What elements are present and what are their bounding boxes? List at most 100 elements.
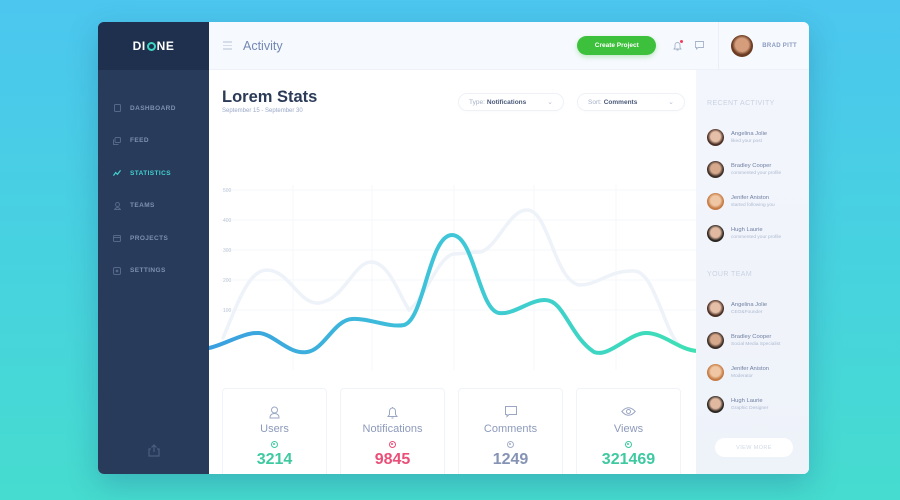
primary-series-line [209,232,697,355]
type-filter-value: Notifications [486,98,527,106]
brand-logo[interactable]: DI NE [98,22,209,70]
card-value: 9845 [374,451,411,468]
stat-card-notifications[interactable]: Notifications 9845 [340,388,445,474]
view-more-button[interactable]: VIEW MORE [715,438,793,457]
sort-filter-value: Comments [603,98,638,106]
sidebar-item-feed[interactable]: FEED [98,125,209,158]
stats-title: Lorem Stats [222,88,318,106]
statistics-icon [113,169,121,177]
person-name: Angelina Jolie [731,130,768,137]
user-icon [113,201,121,210]
person-name: Jenifer Aniston [731,194,770,201]
header-divider [718,22,720,70]
y-axis-labels: 500 400 300 200 100 [223,188,232,314]
notification-dot [680,39,684,43]
app-window: DI NE DASHBOARD FEED STATISTICS [98,22,809,474]
svg-text:200: 200 [223,278,232,284]
secondary-series-line [221,208,681,347]
avatar [707,363,724,381]
card-value: 3214 [256,451,293,468]
list-item[interactable]: Jenifer Aniston started following you [707,185,809,217]
person-name: Hugh Laurie [731,226,763,233]
activity-text: liked your post [731,138,762,144]
activity-text: started following you [731,202,775,208]
person-role: Social Media Specialist [731,341,781,347]
card-value: 1249 [492,451,529,468]
person-role: Graphic Designer [731,405,769,411]
menu-icon[interactable] [223,41,232,50]
sidebar-nav: DASHBOARD FEED STATISTICS TEAMS [98,92,209,287]
avatar [707,395,724,413]
chevron-down-icon: ⌄ [668,99,674,106]
your-team-heading: YOUR TEAM [707,271,753,278]
stat-card-views[interactable]: Views 321469 [576,388,681,474]
avatar [707,160,724,178]
card-label: Comments [483,423,538,435]
sidebar-item-projects[interactable]: PROJECTS [98,222,209,255]
list-item[interactable]: Bradley Cooper commented your profile [707,153,809,185]
card-label: Notifications [362,423,423,435]
recent-activity-heading: RECENT ACTIVITY [707,100,775,107]
list-item[interactable]: Jenifer Aniston Moderator [707,356,809,388]
stat-card-users[interactable]: Users 3214 [222,388,327,474]
avatar [707,331,724,349]
sidebar-item-label: TEAMS [130,202,155,210]
person-role: Moderator [731,373,753,379]
list-item[interactable]: Angelina Jolie CEO&Founder [707,292,809,324]
person-name: Angelina Jolie [731,301,768,308]
chat-icon[interactable] [695,41,705,50]
share-icon[interactable] [147,444,160,462]
main-area: Activity Create Project BRAD PITT Lorem … [209,22,809,474]
type-filter-select[interactable]: Type: Notifications ⌄ [458,93,564,111]
list-item[interactable]: Bradley Cooper Social Media Specialist [707,324,809,356]
create-project-button[interactable]: Create Project [577,36,657,55]
activity-text: commented your profile [731,170,782,176]
sidebar-item-teams[interactable]: TEAMS [98,190,209,223]
page-body: Lorem Stats September 15 - September 30 … [209,70,809,474]
page-title: Activity [243,38,283,53]
avatar [731,34,754,57]
svg-text:300: 300 [223,248,232,254]
stat-cards: Users 3214 Notifications 9845 [222,388,681,474]
sidebar-item-label: DASHBOARD [130,104,176,112]
stat-card-comments[interactable]: Comments 1249 [458,388,563,474]
status-dot-icon [271,441,278,448]
bell-icon[interactable] [673,39,684,51]
avatar [707,299,724,317]
status-dot-icon [507,441,514,448]
stats-content: Lorem Stats September 15 - September 30 … [209,70,697,474]
right-panel: RECENT ACTIVITY Angelina Jolie liked your… [696,70,809,474]
sidebar-item-dashboard[interactable]: DASHBOARD [98,92,209,125]
list-item[interactable]: Hugh Laurie Graphic Designer [707,388,809,420]
sidebar-item-settings[interactable]: SETTINGS [98,255,209,288]
gear-icon [113,266,121,275]
person-name: Hugh Laurie [731,397,763,404]
calendar-icon [113,234,121,243]
chart-grid [221,185,697,370]
person-name: Bradley Cooper [731,333,772,340]
eye-icon [577,406,680,420]
bell-icon [341,406,444,420]
svg-text:400: 400 [223,218,232,224]
avatar [707,192,724,210]
user-name: BRAD PITT [762,42,797,49]
card-label: Views [613,423,644,435]
sort-filter-select[interactable]: Sort: Comments ⌄ [577,93,685,111]
activity-text: commented your profile [731,234,782,240]
svg-text:100: 100 [223,308,232,314]
user-icon [223,406,326,420]
list-item[interactable]: Hugh Laurie commented your profile [707,217,809,249]
sidebar: DI NE DASHBOARD FEED STATISTICS [98,22,209,474]
avatar [707,128,724,146]
stats-line-chart: 500 400 300 200 100 [209,185,697,370]
sidebar-item-statistics[interactable]: STATISTICS [98,157,209,190]
person-role: CEO&Founder [731,309,763,315]
card-label: Users [260,423,289,435]
user-menu[interactable]: BRAD PITT [731,34,797,57]
list-item[interactable]: Angelina Jolie liked your post [707,121,809,153]
status-dot-icon [389,441,396,448]
stats-date-range: September 15 - September 30 [222,108,303,114]
document-icon [113,104,121,113]
status-dot-icon [625,441,632,448]
chat-icon [459,406,562,420]
